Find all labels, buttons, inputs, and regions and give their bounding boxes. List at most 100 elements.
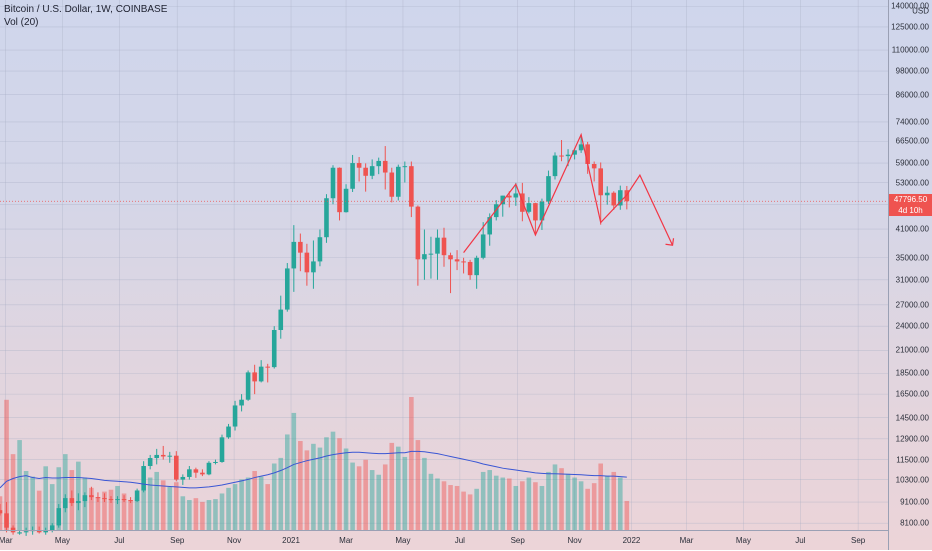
price-tick-label: 66500.00	[895, 136, 929, 146]
volume-bar	[454, 485, 460, 530]
volume-bar	[160, 480, 166, 530]
price-tick-label: 140000.00	[891, 1, 929, 11]
volume-bar	[180, 496, 186, 530]
volume-bar	[147, 477, 153, 530]
time-tick-label: Sep	[170, 536, 185, 545]
price-tick-label: 41000.00	[895, 224, 929, 234]
candle-body	[121, 499, 127, 501]
volume-bar	[43, 466, 49, 530]
currency-label: USD	[912, 6, 929, 16]
volume-indicator-label[interactable]: Vol (20)	[4, 17, 39, 28]
volume-bar	[389, 442, 395, 530]
volume-bar	[108, 489, 114, 530]
volume-moving-average	[0, 450, 627, 489]
volume-bar	[134, 497, 140, 530]
time-tick-label: 2021	[282, 536, 300, 545]
volume-bar	[245, 477, 251, 530]
candle-body	[428, 253, 434, 255]
candle-body	[454, 259, 460, 262]
candle-body	[278, 309, 284, 330]
volume-bar	[23, 470, 29, 530]
volume-bar	[154, 471, 160, 530]
candle-body	[402, 166, 408, 168]
volume-bar	[337, 438, 342, 530]
candle-body	[598, 168, 604, 196]
candle-body	[311, 261, 316, 273]
candle-body	[324, 198, 329, 238]
volume-bar	[624, 500, 630, 530]
price-tick-label: 74000.00	[895, 117, 929, 127]
candle-body	[565, 154, 571, 157]
price-tick-label: 16500.00	[895, 389, 929, 399]
candle-body	[559, 155, 564, 157]
volume-bar	[441, 481, 447, 530]
candle-body	[95, 497, 101, 499]
candle-body	[76, 501, 81, 504]
candle-body	[232, 405, 238, 427]
candle-body	[552, 155, 558, 177]
volume-bar	[402, 456, 408, 530]
volume-bar	[369, 470, 375, 530]
symbol-title[interactable]: Bitcoin / U.S. Dollar, 1W, COINBASE	[4, 4, 168, 15]
volume-bar	[448, 485, 453, 530]
volume-bar	[356, 466, 362, 530]
time-tick-label: May	[54, 536, 71, 545]
candle-body	[23, 531, 29, 533]
candle-body	[82, 495, 88, 502]
candle-body	[500, 195, 506, 205]
time-tick-label: Mar	[679, 536, 694, 545]
volume-bar	[200, 501, 205, 530]
volume-bar	[187, 500, 192, 530]
volume-bar	[141, 489, 146, 530]
volume-bar	[585, 488, 590, 530]
volume-bar	[395, 446, 401, 530]
candle-body	[409, 166, 414, 207]
volume-bar	[226, 487, 231, 530]
time-axis[interactable]: Mar May Jul Sep Nov 2021 Mar May Jul Sep Nov 2022 Ma…	[0, 530, 888, 551]
candle-body	[239, 399, 244, 406]
candle-body	[258, 366, 264, 382]
volume-bar	[461, 491, 466, 530]
candle-body	[539, 201, 545, 221]
candle-body	[141, 466, 146, 491]
price-tick-label: 21000.00	[895, 345, 929, 355]
volume-bar	[330, 431, 336, 530]
time-tick-label: Mar	[339, 536, 353, 545]
time-tick-label: Sep	[510, 536, 525, 545]
volume-bar	[10, 454, 16, 530]
volume-bar	[4, 399, 9, 530]
candle-body	[284, 268, 290, 310]
candle-body	[62, 498, 68, 509]
candle-body	[43, 530, 49, 533]
price-tick-label: 27000.00	[895, 300, 929, 310]
volume-bar	[435, 478, 440, 530]
volume-bar	[278, 457, 284, 530]
volume-bar	[128, 500, 133, 530]
volume-bar	[591, 483, 597, 530]
volume-bar	[265, 484, 271, 530]
volume-bar	[480, 471, 486, 530]
volume-bar	[193, 498, 199, 530]
candle-body	[435, 237, 440, 254]
candle-body	[356, 163, 362, 168]
candle-body	[213, 461, 218, 463]
price-tick-label: 31000.00	[895, 275, 929, 285]
candle-body	[441, 237, 447, 256]
candle-body	[206, 462, 212, 475]
price-tick-label: 18500.00	[895, 368, 929, 378]
volume-bar	[520, 481, 525, 530]
volume-bar	[533, 482, 538, 530]
time-tick-label: Sep	[851, 536, 866, 545]
candle-body	[617, 190, 623, 206]
time-tick-label: Mar	[0, 536, 13, 545]
price-axis[interactable]: USD 140000.00 125000.00 110000.00 98000.00 8…	[888, 0, 932, 550]
volume-bar	[219, 493, 225, 530]
volume-bar	[304, 450, 310, 530]
candle-body	[467, 261, 473, 276]
candle-body	[461, 261, 466, 263]
candle-body	[147, 458, 153, 467]
candle-body	[487, 217, 493, 235]
candle-body	[252, 372, 257, 382]
